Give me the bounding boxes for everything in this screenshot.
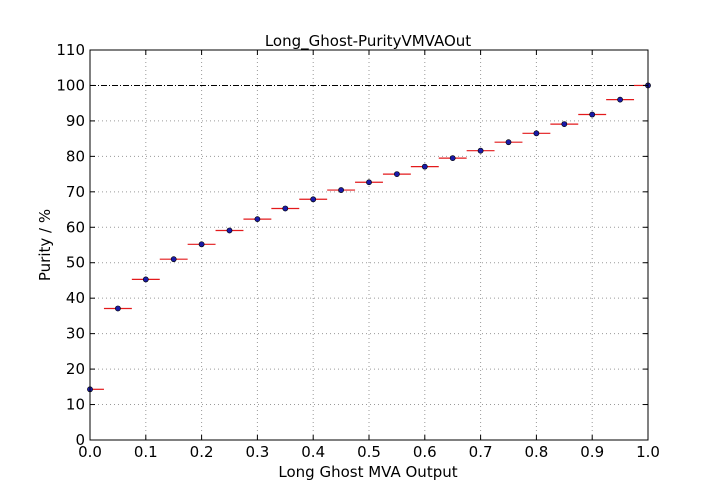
data-point bbox=[533, 130, 540, 137]
data-point bbox=[393, 171, 400, 177]
y-tick-label: 0 bbox=[75, 431, 85, 449]
data-point bbox=[589, 111, 596, 118]
y-axis-label: Purity / % bbox=[36, 209, 54, 281]
y-tick-label: 10 bbox=[66, 396, 85, 414]
x-tick-label: 0.1 bbox=[134, 443, 158, 461]
data-points bbox=[87, 82, 651, 393]
x-tick-label: 0.2 bbox=[190, 443, 214, 461]
data-point bbox=[226, 227, 233, 234]
data-point bbox=[421, 163, 428, 170]
y-tick-labels: 0 10 20 30 40 50 60 70 80 90 100 110 bbox=[56, 41, 85, 449]
x-tick-label: 0.5 bbox=[357, 443, 381, 461]
data-point bbox=[142, 276, 149, 283]
x-tick-label: 1.0 bbox=[636, 443, 660, 461]
y-tick-label: 60 bbox=[66, 218, 85, 236]
data-point bbox=[115, 305, 121, 312]
x-tick-label: 0.9 bbox=[580, 443, 604, 461]
y-tick-label: 50 bbox=[66, 254, 85, 272]
data-point bbox=[254, 216, 261, 223]
x-tick-label: 0.0 bbox=[78, 443, 102, 461]
y-tick-label: 80 bbox=[66, 147, 85, 165]
data-point bbox=[170, 256, 177, 263]
axis-ticks bbox=[89, 49, 649, 441]
data-point bbox=[198, 241, 205, 248]
plot-frame bbox=[89, 49, 649, 441]
data-point bbox=[449, 155, 456, 162]
data-point bbox=[310, 196, 317, 203]
y-tick-label: 90 bbox=[66, 112, 85, 130]
data-point bbox=[477, 147, 484, 154]
data-point bbox=[338, 187, 344, 193]
x-tick-label: 0.6 bbox=[413, 443, 437, 461]
y-tick-label: 30 bbox=[66, 325, 85, 343]
y-tick-label: 100 bbox=[56, 76, 85, 94]
data-point bbox=[366, 179, 372, 186]
y-tick-label: 110 bbox=[56, 41, 85, 59]
x-tick-labels: 0.0 0.1 0.2 0.3 0.4 0.5 0.6 0.7 0.8 0.9 1.0 bbox=[78, 443, 660, 461]
x-tick-label: 0.4 bbox=[301, 443, 325, 461]
data-point bbox=[505, 139, 512, 146]
grid-lines bbox=[90, 50, 648, 440]
data-point bbox=[282, 205, 289, 212]
chart-title: Long_Ghost-PurityVMVAOut bbox=[265, 32, 471, 51]
error-bars bbox=[90, 84, 648, 390]
x-tick-label: 0.3 bbox=[245, 443, 269, 461]
y-tick-label: 20 bbox=[66, 360, 85, 378]
x-axis-label: Long Ghost MVA Output bbox=[278, 463, 457, 481]
data-point bbox=[561, 121, 568, 127]
x-tick-label: 0.8 bbox=[524, 443, 548, 461]
y-tick-label: 70 bbox=[66, 183, 85, 201]
data-point bbox=[617, 96, 623, 103]
y-tick-label: 40 bbox=[66, 289, 85, 307]
x-tick-label: 0.7 bbox=[469, 443, 493, 461]
